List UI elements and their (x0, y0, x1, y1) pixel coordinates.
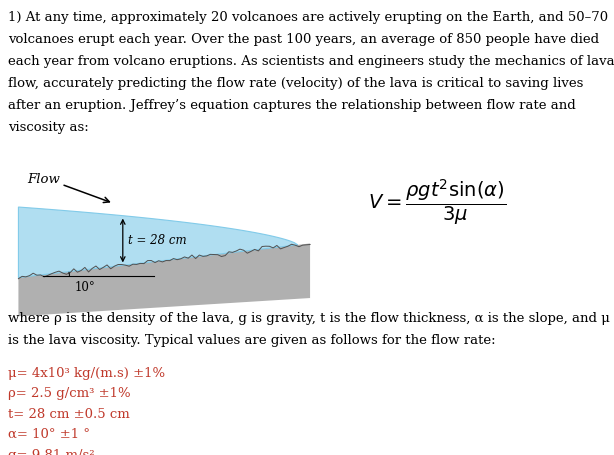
Text: t= 28 cm ±0.5 cm: t= 28 cm ±0.5 cm (8, 408, 130, 421)
Text: Flow: Flow (28, 173, 61, 186)
Polygon shape (18, 243, 310, 316)
Text: each year from volcano eruptions. As scientists and engineers study the mechanic: each year from volcano eruptions. As sci… (8, 55, 614, 68)
Text: ρ= 2.5 g/cm³ ±1%: ρ= 2.5 g/cm³ ±1% (8, 387, 131, 400)
Text: after an eruption. Jeffrey’s equation captures the relationship between flow rat: after an eruption. Jeffrey’s equation ca… (8, 99, 576, 112)
Text: flow, accurately predicting the flow rate (velocity) of the lava is critical to : flow, accurately predicting the flow rat… (8, 77, 583, 90)
Text: where ρ is the density of the lava, g is gravity, t is the flow thickness, α is : where ρ is the density of the lava, g is… (8, 312, 610, 325)
Text: α= 10° ±1 °: α= 10° ±1 ° (8, 428, 90, 441)
Text: viscosity as:: viscosity as: (8, 121, 89, 134)
Polygon shape (18, 207, 298, 278)
Text: μ= 4x10³ kg/(m.s) ±1%: μ= 4x10³ kg/(m.s) ±1% (8, 367, 165, 380)
Text: g= 9.81 m/s²: g= 9.81 m/s² (8, 449, 95, 455)
Text: is the lava viscosity. Typical values are given as follows for the flow rate:: is the lava viscosity. Typical values ar… (8, 334, 495, 347)
Text: $V = \dfrac{\rho g t^2 \sin(\alpha)}{3\mu}$: $V = \dfrac{\rho g t^2 \sin(\alpha)}{3\m… (368, 177, 507, 228)
Text: volcanoes erupt each year. Over the past 100 years, an average of 850 people hav: volcanoes erupt each year. Over the past… (8, 33, 599, 46)
Text: 10°: 10° (75, 281, 96, 294)
Text: 1) At any time, approximately 20 volcanoes are actively erupting on the Earth, a: 1) At any time, approximately 20 volcano… (8, 11, 608, 25)
Text: t = 28 cm: t = 28 cm (128, 234, 186, 247)
